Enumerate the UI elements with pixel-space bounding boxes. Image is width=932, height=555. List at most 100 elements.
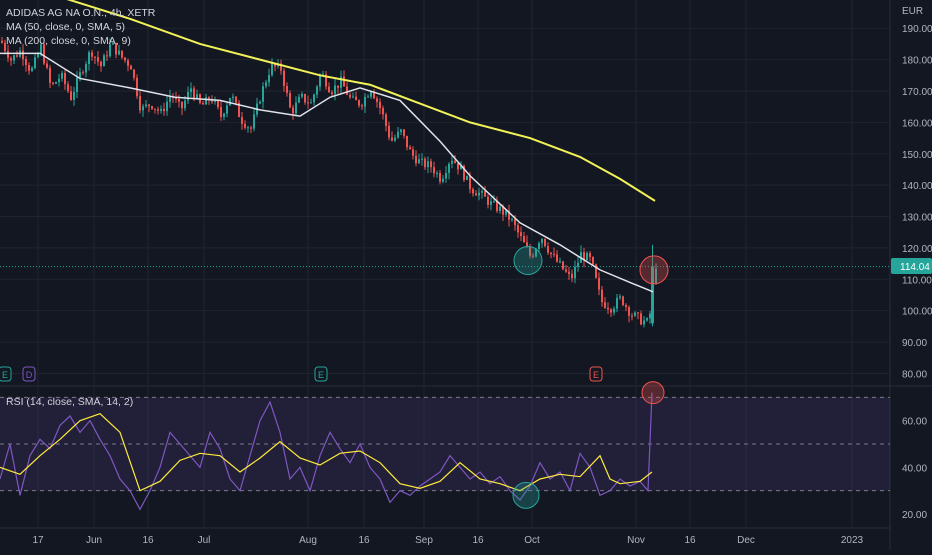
candle-up [427, 161, 429, 168]
candle-up [265, 82, 267, 87]
price-tick-label: 180.00 [902, 56, 932, 67]
candle-up [451, 160, 453, 164]
candle-up [481, 190, 483, 193]
candle-down [1, 40, 3, 43]
candle-down [406, 135, 408, 148]
chart-title[interactable]: ADIDAS AG NA O.N., 4h, XETR [6, 7, 156, 19]
candle-up [85, 64, 87, 73]
candle-down [403, 129, 405, 136]
candle-down [412, 149, 414, 156]
candle-up [13, 55, 15, 61]
candle-down [601, 289, 603, 303]
candle-up [190, 88, 192, 92]
candle-down [607, 307, 609, 310]
candle-down [157, 109, 159, 111]
candle-up [616, 297, 618, 309]
candle-up [655, 268, 657, 283]
time-tick-label: 16 [684, 535, 696, 546]
candle-down [637, 312, 639, 314]
time-tick-label: 17 [32, 535, 44, 546]
candle-up [394, 137, 396, 141]
candle-up [574, 266, 576, 279]
last-price-tag-bg [891, 258, 932, 274]
candle-down [106, 55, 108, 57]
time-tick-label: 16 [142, 535, 154, 546]
candle-down [70, 91, 72, 100]
candle-down [433, 167, 435, 174]
candle-down [571, 273, 573, 279]
candle-down [130, 65, 132, 70]
candle-up [397, 131, 399, 138]
event-label: E [2, 370, 8, 380]
candle-down [625, 305, 627, 307]
time-axis-ticks[interactable]: 17 Jun 16 Jul Aug 16 Sep 16 Oct Nov 16 Dec 2023 [32, 535, 863, 546]
candle-up [253, 114, 255, 129]
ma50-legend[interactable]: MA (50, close, 0, SMA, 5) [6, 21, 126, 33]
candle-up [271, 63, 273, 75]
candle-down [325, 74, 327, 87]
candle-up [160, 108, 162, 111]
candle-up [466, 175, 468, 180]
ma200-legend[interactable]: MA (200, close, 0, SMA, 9) [6, 35, 131, 47]
candle-down [163, 108, 165, 112]
candle-down [469, 175, 471, 190]
candle-down [640, 313, 642, 325]
candle-down [565, 269, 567, 272]
candle-up [535, 248, 537, 257]
candle-up [316, 86, 318, 95]
candle-down [568, 271, 570, 274]
currency-label: EUR [902, 6, 923, 17]
candle-down [217, 100, 219, 108]
candle-up [58, 78, 60, 83]
event-badge [589, 366, 603, 382]
candle-up [40, 44, 42, 55]
candle-down [307, 102, 309, 104]
candle-down [10, 58, 12, 61]
time-tick-label: Dec [737, 535, 755, 546]
candle-down [532, 255, 534, 257]
price-tick-label: 150.00 [902, 150, 932, 161]
candle-up [73, 92, 75, 100]
candle-down [46, 63, 48, 68]
candle-down [415, 155, 417, 164]
candle-up [76, 77, 78, 93]
candle-up [646, 318, 648, 321]
candle-up [541, 238, 543, 244]
candle-down [178, 99, 180, 102]
candle-down [148, 104, 150, 107]
candle-up [478, 192, 480, 196]
candle-down [151, 106, 153, 109]
candle-down [211, 100, 213, 102]
buy-signal-marker [513, 245, 543, 275]
candle-down [25, 59, 27, 66]
rsi-legend[interactable]: RSI (14, close, SMA, 14, 2) [6, 396, 134, 408]
candle-up [145, 104, 147, 107]
rsi-zone [0, 397, 890, 491]
candle-up [205, 97, 207, 105]
candle-down [610, 309, 612, 313]
candle-down [121, 50, 123, 58]
last-price-tag: 114.04 [891, 258, 932, 274]
candle-up [247, 127, 249, 129]
candle-up [367, 96, 369, 98]
candle-down [550, 252, 552, 255]
candle-down [589, 253, 591, 257]
time-tick-label: 2023 [841, 535, 864, 546]
candle-down [358, 100, 360, 106]
candle-down [604, 302, 606, 308]
candle-down [292, 107, 294, 114]
candle-up [511, 218, 513, 220]
candle-down [457, 162, 459, 170]
candle-down [529, 246, 531, 256]
candle-up [232, 96, 234, 99]
candle-up [295, 102, 297, 114]
price-axis-ticks[interactable]: 190.00 180.00 170.00 160.00 150.00 140.00 130.… [902, 24, 932, 521]
candle-up [499, 206, 501, 212]
candle-down [388, 125, 390, 138]
event-badge [0, 366, 12, 382]
candle-up [301, 94, 303, 97]
candle-up [460, 165, 462, 170]
